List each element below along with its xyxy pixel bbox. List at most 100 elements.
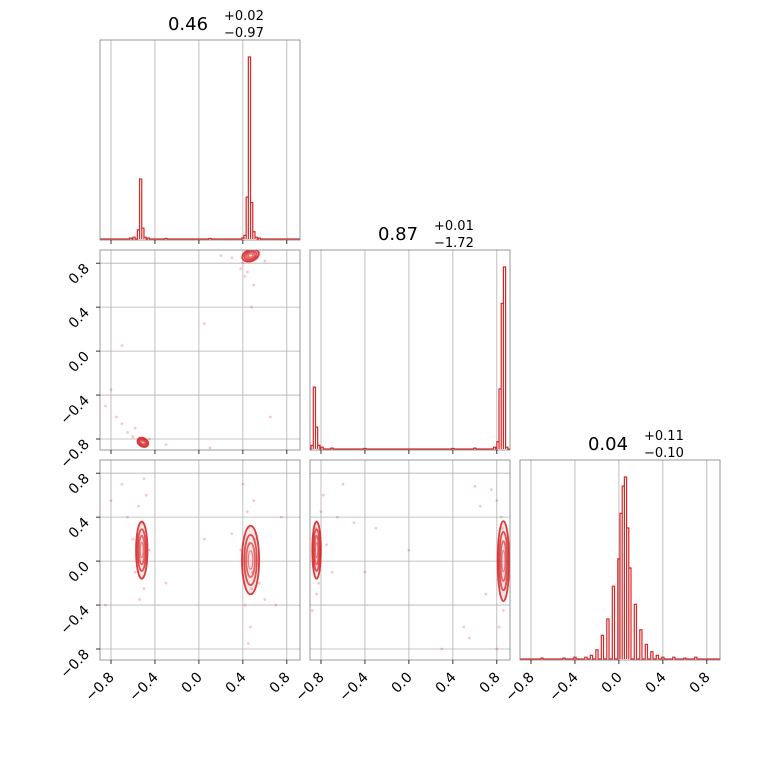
density-contour	[314, 541, 319, 559]
sample-point	[274, 603, 278, 607]
histogram-step	[520, 476, 720, 660]
x-tick-label: −0.8	[82, 670, 117, 705]
sample-point	[138, 598, 141, 601]
x-tick-label: −0.8	[292, 670, 327, 705]
panel-0-0	[110, 40, 288, 240]
y-tick-label: 0.4	[66, 515, 93, 542]
y-tick-label: 0.4	[66, 305, 93, 332]
x-tick-label: 0.0	[599, 670, 626, 697]
sample-point	[407, 548, 411, 552]
sample-point	[317, 581, 321, 585]
sample-point	[310, 609, 314, 612]
axes-frame	[309, 459, 511, 661]
sample-point	[243, 274, 247, 278]
sample-point	[137, 504, 140, 508]
sample-point	[478, 504, 482, 508]
sample-point	[497, 625, 501, 629]
sample-point	[230, 532, 234, 536]
sample-point	[363, 570, 367, 574]
sample-point	[462, 625, 466, 629]
sample-point	[142, 477, 146, 481]
lower-error: −0.97	[224, 26, 264, 41]
density-contour	[501, 549, 506, 573]
x-tick-label: −0.8	[502, 670, 537, 705]
sample-point	[263, 598, 267, 601]
histogram-step	[310, 266, 510, 450]
upper-error: +0.01	[434, 219, 474, 234]
density-contour	[312, 528, 321, 572]
axes-frame	[99, 459, 301, 661]
sample-point	[325, 543, 328, 547]
sample-point	[109, 388, 113, 391]
sample-point	[202, 537, 206, 541]
upper-error: +0.02	[224, 9, 264, 24]
sample-point	[279, 515, 283, 519]
sample-point	[473, 484, 477, 488]
axes-frame	[99, 249, 301, 451]
sample-point	[467, 636, 471, 640]
y-tick-label: 0.0	[66, 349, 93, 376]
sample-point	[495, 647, 499, 651]
sample-point	[131, 435, 135, 439]
density-contour	[499, 540, 508, 582]
y-tick-label: −0.4	[57, 393, 92, 428]
density-1	[104, 477, 283, 645]
sample-point	[164, 443, 168, 446]
sample-point	[120, 344, 124, 348]
sample-point	[120, 482, 124, 486]
sample-point	[246, 642, 250, 645]
sample-point	[341, 482, 345, 486]
histogram-2	[520, 476, 720, 660]
sample-point	[252, 283, 256, 287]
sample-point	[133, 570, 137, 574]
x-tick-label: 0.8	[687, 670, 714, 697]
panel-1-1	[320, 250, 498, 450]
sample-point	[144, 493, 148, 497]
panel-title: 0.87	[378, 224, 418, 245]
sample-point	[330, 570, 334, 574]
y-tick-label: 0.8	[66, 261, 93, 288]
median-value: 0.87	[378, 224, 418, 245]
sample-point	[250, 305, 254, 309]
sample-point	[263, 259, 267, 263]
sample-point	[500, 526, 504, 530]
x-tick-label: 0.0	[179, 670, 206, 697]
sample-point	[315, 592, 318, 596]
density-contour	[245, 541, 256, 579]
sample-point	[250, 587, 254, 590]
y-tick-label: −0.4	[57, 603, 92, 638]
sample-point	[502, 609, 505, 612]
density-contour	[247, 253, 254, 258]
sample-point	[484, 592, 488, 596]
sample-point	[249, 625, 252, 629]
sample-point	[499, 515, 503, 519]
y-tick-label: 0.0	[66, 559, 93, 586]
sample-point	[148, 437, 151, 441]
x-tick-label: 0.4	[643, 669, 670, 696]
sample-point	[336, 515, 339, 519]
density-contour	[243, 534, 258, 586]
median-value: 0.46	[168, 14, 208, 35]
density-contour	[140, 440, 145, 445]
sample-point	[352, 521, 356, 525]
x-tick-label: −0.4	[336, 669, 371, 704]
histogram-1	[310, 266, 510, 450]
density-contour	[136, 436, 150, 448]
sample-point	[252, 499, 256, 503]
sample-point	[239, 267, 243, 271]
density-contour	[139, 541, 144, 559]
sample-point	[208, 446, 212, 450]
x-tick-label: −0.4	[126, 669, 161, 704]
sample-point	[268, 415, 272, 419]
density-contour	[136, 528, 147, 572]
histogram-step	[100, 56, 300, 240]
sample-point	[440, 647, 444, 651]
y-tick-label: −0.8	[57, 437, 92, 472]
panel-title: 0.04	[588, 434, 628, 455]
sample-point	[219, 254, 223, 257]
sample-point	[164, 581, 168, 585]
sample-point	[133, 426, 137, 430]
density-2	[310, 482, 510, 651]
axes-frame	[99, 39, 301, 241]
sample-point	[239, 548, 243, 552]
